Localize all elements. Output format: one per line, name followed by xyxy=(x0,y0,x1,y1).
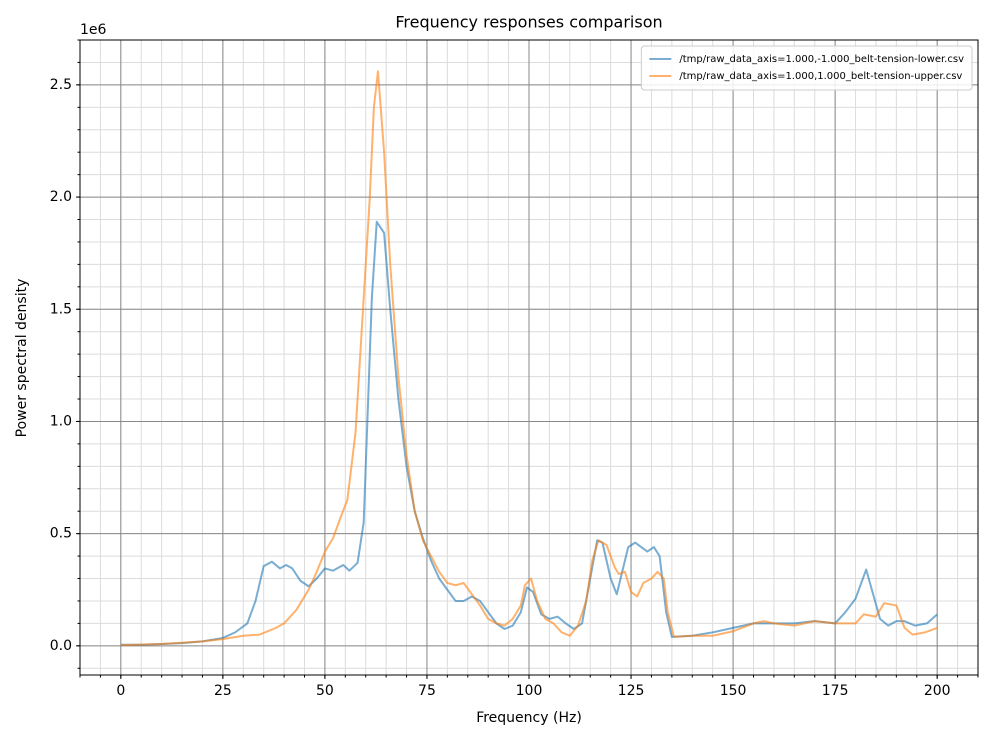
legend-label: /tmp/raw_data_axis=1.000,-1.000_belt-ten… xyxy=(679,54,964,65)
lines xyxy=(120,70,938,647)
y-tick-label: 1.0 xyxy=(50,413,72,429)
series-line xyxy=(120,220,938,646)
y-axis-label: Power spectral density xyxy=(14,279,30,438)
grid xyxy=(79,39,979,675)
x-tick-label: 25 xyxy=(214,683,232,699)
x-tick-label: 0 xyxy=(116,683,125,699)
chart-title: Frequency responses comparison xyxy=(395,13,662,32)
axes: 0 25 50 75 100 125 150 175 200 0.0 0.5 1.0 1.5 2.0 2.5 xyxy=(50,39,979,699)
legend-box xyxy=(640,45,973,91)
y-offset-text: 1e6 xyxy=(80,22,107,38)
y-tick-label: 0.0 xyxy=(50,638,72,654)
y-tick-label: 1.5 xyxy=(50,301,72,317)
legend: /tmp/raw_data_axis=1.000,-1.000_belt-ten… xyxy=(640,45,973,91)
x-tick-label: 200 xyxy=(924,683,951,699)
legend-label: /tmp/raw_data_axis=1.000,1.000_belt-tens… xyxy=(679,71,962,82)
legend-item: /tmp/raw_data_axis=1.000,1.000_belt-tens… xyxy=(649,71,962,82)
y-tick-label: 0.5 xyxy=(50,526,72,542)
x-tick-label: 175 xyxy=(822,683,849,699)
series-line xyxy=(120,70,938,647)
x-tick-label: 150 xyxy=(720,683,747,699)
x-tick-label: 50 xyxy=(316,683,334,699)
y-tick-label: 2.0 xyxy=(50,189,72,205)
x-tick-label: 125 xyxy=(618,683,645,699)
x-tick-label: 75 xyxy=(418,683,436,699)
x-axis-label: Frequency (Hz) xyxy=(476,710,582,726)
legend-item: /tmp/raw_data_axis=1.000,-1.000_belt-ten… xyxy=(649,54,964,65)
y-tick-label: 2.5 xyxy=(50,77,72,93)
x-tick-label: 100 xyxy=(516,683,543,699)
